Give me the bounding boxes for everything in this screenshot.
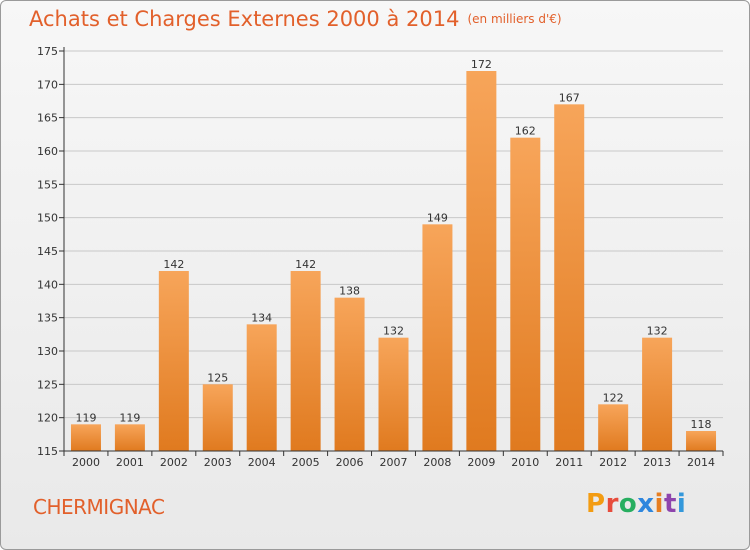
x-tick-label: 2014	[687, 456, 715, 469]
data-label: 118	[691, 418, 712, 431]
x-tick-label: 2011	[555, 456, 583, 469]
data-label: 132	[383, 325, 404, 338]
x-tick-label: 2010	[511, 456, 539, 469]
data-label: 125	[207, 371, 228, 384]
data-label: 132	[647, 325, 668, 338]
data-label: 162	[515, 125, 536, 138]
y-tick-label: 155	[37, 178, 58, 191]
bar	[246, 324, 277, 451]
logo-letter: t	[663, 489, 677, 519]
x-tick-label: 2012	[599, 456, 627, 469]
data-label: 167	[559, 91, 580, 104]
logo-letter: o	[618, 489, 638, 519]
chart-subtitle: (en milliers d'€)	[467, 12, 562, 26]
bar	[598, 404, 629, 451]
logo-letter: P	[586, 489, 606, 519]
bar	[554, 104, 585, 451]
bar	[158, 271, 189, 451]
logo-letter: r	[605, 489, 619, 519]
bars	[70, 71, 717, 451]
x-tick-label: 2001	[116, 456, 144, 469]
bar	[422, 224, 453, 451]
bar	[642, 337, 673, 451]
logo-letter: i	[654, 489, 664, 519]
data-label: 142	[295, 258, 316, 271]
y-tick-label: 145	[37, 245, 58, 258]
x-tick-label: 2006	[336, 456, 364, 469]
x-tick-label: 2008	[423, 456, 451, 469]
data-label: 149	[427, 211, 448, 224]
data-label: 172	[471, 58, 492, 71]
y-tick-label: 170	[37, 78, 58, 91]
x-tick-label: 2000	[72, 456, 100, 469]
data-label: 122	[603, 391, 624, 404]
bar	[334, 297, 365, 451]
bar	[202, 384, 233, 451]
y-tick-label: 140	[37, 278, 58, 291]
y-tick-label: 160	[37, 145, 58, 158]
proxiti-logo: Proxiti	[586, 489, 686, 519]
bar	[686, 431, 717, 451]
bar	[510, 137, 541, 451]
data-label: 134	[251, 311, 272, 324]
data-label: 119	[119, 411, 140, 424]
y-tick-label: 125	[37, 378, 58, 391]
y-tick-label: 175	[37, 45, 58, 58]
x-tick-label: 2005	[292, 456, 320, 469]
chart-title-text: Achats et Charges Externes 2000 à 2014	[29, 7, 460, 31]
bar	[114, 424, 145, 451]
data-labels: 119 119 142 125 134 142 138 132 149 172 162 167 122 1…	[75, 58, 711, 431]
bar	[70, 424, 101, 451]
x-tick-label: 2013	[643, 456, 671, 469]
x-tick-label: 2002	[160, 456, 188, 469]
data-label: 142	[163, 258, 184, 271]
x-tick-label: 2009	[467, 456, 495, 469]
x-axis-ticks: 2000 2001 2002 2003 2004 2005 2006 2007 2008 2009…	[63, 451, 724, 469]
y-tick-label: 130	[37, 345, 58, 358]
y-tick-label: 120	[37, 412, 58, 425]
y-tick-label: 115	[37, 445, 58, 458]
y-tick-label: 150	[37, 212, 58, 225]
x-tick-label: 2003	[204, 456, 232, 469]
data-label: 119	[75, 411, 96, 424]
y-axis-ticks: 115 120 125 130 135 140 145 150 155 160 165 170 175	[37, 45, 64, 458]
bar	[466, 71, 497, 451]
bar	[290, 271, 321, 451]
y-tick-label: 165	[37, 112, 58, 125]
data-label: 138	[339, 285, 360, 298]
axes	[63, 47, 723, 452]
chart-title: Achats et Charges Externes 2000 à 2014 (e…	[29, 7, 562, 31]
y-tick-label: 135	[37, 312, 58, 325]
logo-letter: i	[676, 489, 687, 519]
logo-letter: x	[637, 489, 655, 519]
bar	[378, 337, 409, 451]
x-tick-label: 2004	[248, 456, 276, 469]
x-tick-label: 2007	[380, 456, 408, 469]
commune-name: CHERMIGNAC	[33, 495, 165, 519]
